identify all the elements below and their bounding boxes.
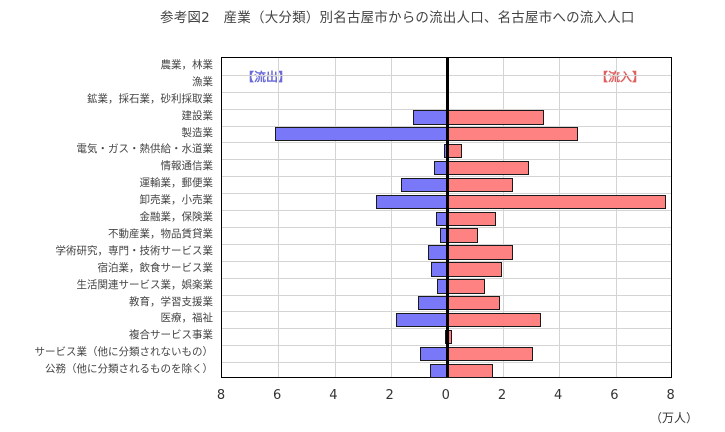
- category-label: 医療，福祉: [160, 312, 214, 325]
- bar-inflow: [447, 228, 479, 243]
- bar-inflow: [447, 160, 529, 176]
- bar-inflow: [447, 245, 514, 260]
- zero-axis-line: [446, 58, 449, 377]
- category-label: 漁業: [192, 75, 213, 88]
- category-label: 建設業: [181, 109, 214, 122]
- bar-inflow: [447, 296, 500, 311]
- bar-inflow: [447, 110, 544, 125]
- v-gridline: [278, 58, 280, 377]
- x-tick-label: 6: [273, 388, 282, 403]
- bar-outflow: [412, 110, 448, 125]
- category-label: 教育，学習支援業: [129, 295, 213, 308]
- v-gridline: [334, 58, 336, 377]
- bar-inflow: [447, 346, 534, 362]
- x-tick-label: 4: [329, 388, 338, 403]
- category-label: サービス業（他に分類されないもの）: [34, 346, 214, 359]
- x-axis-unit: （万人）: [650, 411, 699, 425]
- v-gridline: [559, 58, 561, 377]
- category-label: 製造業: [181, 126, 214, 139]
- category-label: 学術研究，専門・技術サービス業: [55, 244, 214, 257]
- x-tick-label: 6: [610, 388, 619, 403]
- v-gridline: [615, 58, 617, 377]
- chart-title: 参考図2 産業（大分類）別名古屋市からの流出人口、名古屋市への流入人口: [160, 10, 635, 26]
- legend-inflow: 【流入】: [596, 70, 645, 84]
- category-label: 公務（他に分類されるものを除く）: [45, 363, 213, 376]
- category-label: 鉱業，採石業，砂利採取業: [87, 92, 213, 105]
- x-tick-label: 8: [666, 388, 675, 403]
- bar-outflow: [418, 296, 448, 311]
- category-label: 金融業，保険業: [139, 211, 214, 224]
- bar-outflow: [275, 127, 448, 142]
- v-gridline: [503, 58, 505, 377]
- x-tick-label: 2: [385, 388, 394, 403]
- bar-outflow: [375, 194, 448, 210]
- bar-outflow: [420, 346, 448, 362]
- bar-inflow: [447, 312, 542, 328]
- category-label: 農業，林業: [160, 59, 214, 71]
- bar-outflow: [396, 312, 448, 328]
- category-label: 生活関連サービス業，娯楽業: [76, 278, 214, 291]
- category-label: 不動産業，物品賃貸業: [108, 227, 213, 240]
- bar-inflow: [447, 177, 513, 193]
- bar-inflow: [447, 127, 579, 142]
- v-gridline: [390, 58, 392, 377]
- x-tick-label: 4: [554, 388, 563, 403]
- category-label: 卸売業，小売業: [139, 194, 214, 207]
- category-label: 電気・ガス・熱供給・水道業: [76, 143, 214, 156]
- x-tick-label: 8: [216, 388, 226, 403]
- x-tick-label: 2: [497, 388, 507, 403]
- category-label: 情報通信業: [160, 160, 214, 173]
- category-label: 宿泊業，飲食サービス業: [97, 261, 214, 274]
- category-label: 複合サービス事業: [129, 329, 213, 342]
- bar-inflow: [447, 262, 502, 277]
- bar-inflow: [447, 143, 463, 159]
- bar-inflow: [447, 279, 486, 294]
- category-label: 運輸業，郵便業: [139, 177, 214, 190]
- legend-outflow: 【流出】: [242, 70, 291, 84]
- x-tick-label: 0: [441, 388, 450, 403]
- bar-inflow: [447, 194, 667, 210]
- bar-outflow: [400, 177, 448, 193]
- bar-inflow: [447, 211, 497, 226]
- plot-area: 【流出】 【流入】: [221, 57, 672, 378]
- bar-inflow: [447, 363, 494, 378]
